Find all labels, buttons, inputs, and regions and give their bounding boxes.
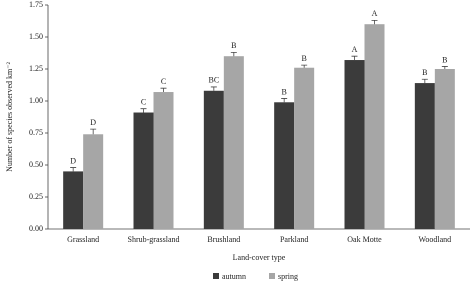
y-axis-label: Number of species observed km⁻² bbox=[5, 62, 14, 172]
x-tick-label: Grassland bbox=[67, 235, 99, 244]
significance-label: D bbox=[70, 156, 76, 165]
bar bbox=[133, 112, 154, 229]
significance-label: D bbox=[90, 118, 96, 127]
error-bar bbox=[351, 55, 358, 61]
y-tick-label: 1.75 bbox=[29, 0, 43, 9]
error-bar bbox=[160, 87, 167, 93]
bar bbox=[414, 83, 435, 229]
bar bbox=[294, 67, 315, 229]
significance-label: B bbox=[442, 55, 447, 64]
significance-label: B bbox=[281, 87, 286, 96]
bar bbox=[364, 24, 385, 230]
error-bar bbox=[301, 64, 308, 68]
error-bar bbox=[230, 51, 237, 57]
legend-swatch bbox=[269, 273, 275, 279]
significance-label: B bbox=[301, 54, 306, 63]
error-bar bbox=[140, 108, 147, 113]
x-tick-label: Shrub-grassland bbox=[128, 235, 180, 244]
significance-label: A bbox=[352, 45, 358, 54]
error-bar bbox=[371, 19, 378, 25]
significance-label: C bbox=[161, 77, 166, 86]
significance-label: C bbox=[141, 98, 146, 107]
bar bbox=[203, 90, 224, 229]
x-tick-label: Parkland bbox=[280, 235, 308, 244]
y-tick-label: 1.00 bbox=[29, 96, 43, 105]
error-bar bbox=[70, 167, 77, 172]
error-bar bbox=[421, 78, 428, 84]
y-tick-label: 0.75 bbox=[29, 128, 43, 137]
y-tick-label: 0.50 bbox=[29, 160, 43, 169]
bar bbox=[344, 60, 365, 229]
bar bbox=[223, 56, 244, 230]
legend-label: autumn bbox=[222, 272, 246, 281]
x-tick-label: Woodland bbox=[418, 235, 451, 244]
y-tick-label: 0.25 bbox=[29, 192, 43, 201]
significance-label: B bbox=[231, 41, 236, 50]
significance-label: B bbox=[422, 68, 427, 77]
y-tick-label: 1.25 bbox=[29, 64, 43, 73]
bar bbox=[434, 69, 455, 229]
significance-label: A bbox=[372, 9, 378, 18]
x-tick-label: Brushland bbox=[207, 235, 240, 244]
legend-label: spring bbox=[278, 272, 298, 281]
legend-swatch bbox=[213, 273, 219, 279]
error-bar bbox=[90, 128, 97, 135]
bar bbox=[63, 171, 84, 229]
x-axis-label: Land-cover type bbox=[233, 253, 286, 262]
bar bbox=[83, 134, 104, 229]
bar bbox=[153, 92, 174, 229]
bar bbox=[274, 102, 295, 229]
error-bar bbox=[281, 98, 288, 103]
x-tick-label: Oak Motte bbox=[347, 235, 382, 244]
significance-label: BC bbox=[208, 76, 219, 85]
error-bar bbox=[441, 66, 448, 69]
y-tick-label: 0.00 bbox=[29, 224, 43, 233]
y-tick-label: 1.50 bbox=[29, 32, 43, 41]
error-bar bbox=[210, 86, 217, 91]
